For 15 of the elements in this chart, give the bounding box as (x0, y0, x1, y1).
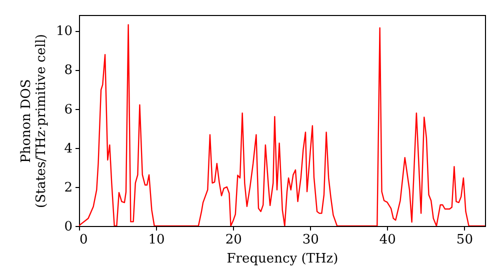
x-tick-label: 10 (148, 232, 165, 248)
y-tick-label: 0 (64, 220, 72, 234)
line-series (79, 24, 485, 226)
x-tick-label: 20 (225, 232, 242, 248)
x-tick-label: 30 (302, 232, 319, 248)
x-tick-label: 50 (456, 232, 473, 248)
x-axis-title: Frequency (THz) (226, 252, 338, 266)
x-tick-label: 40 (379, 232, 396, 248)
y-tick-label: 2 (64, 180, 72, 196)
y-axis-title: Phonon DOS (States/THz·primitive cell) (18, 34, 49, 208)
x-tick-label: 0 (80, 232, 88, 248)
y-tick-label: 6 (64, 102, 72, 118)
y-tick-label: 10 (56, 24, 72, 40)
y-tick-label: 8 (64, 63, 72, 78)
y-tick-label: 4 (64, 141, 72, 156)
